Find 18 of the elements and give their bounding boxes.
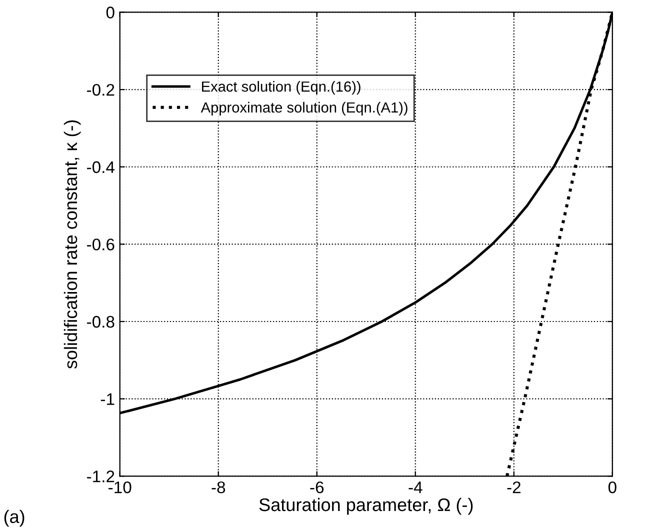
y-tick-label: -1.2: [87, 470, 114, 482]
x-tick-label: 0: [608, 481, 616, 494]
x-tick-label: -6: [310, 481, 324, 494]
x-tick-label: -8: [212, 481, 226, 494]
y-tick-label: -0.4: [87, 161, 115, 174]
y-tick-label: -0.2: [87, 84, 114, 96]
y-tick-label: -1: [100, 393, 114, 405]
y-tick-label: -0.6: [87, 238, 114, 250]
y-tick-label: 0: [106, 6, 114, 18]
y-tick-label: -0.8: [87, 316, 114, 328]
legend-label: Exact solution (Eqn.(16)): [202, 81, 360, 95]
x-tick-label: -4: [408, 482, 422, 494]
x-axis-title: Saturation parameter, Ω (-): [259, 498, 473, 515]
legend-label: Approximate solution (Eqn.(A1)): [200, 102, 408, 116]
x-tick-label: -10: [108, 481, 132, 494]
text: (a): [4, 510, 24, 527]
x-tick-label: -2: [507, 481, 520, 494]
y-axis-title: solidification rate constant, κ (-): [64, 120, 81, 369]
